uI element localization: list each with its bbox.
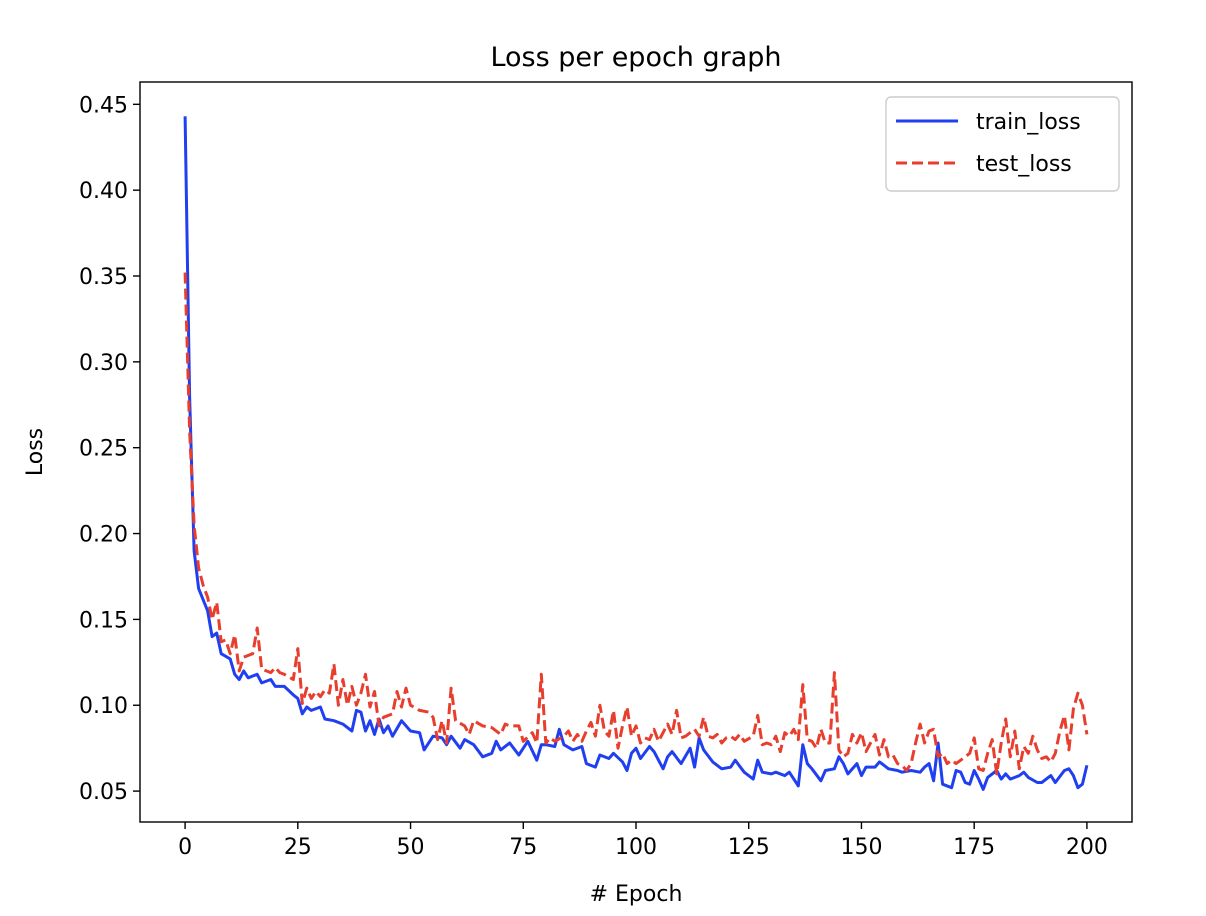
x-tick-label: 175 xyxy=(953,835,995,860)
y-axis-label: Loss xyxy=(23,428,48,476)
series-layer xyxy=(183,116,1089,791)
x-axis-label: # Epoch xyxy=(590,882,683,907)
legend-label-train-loss: train_loss xyxy=(976,110,1081,135)
y-tick-label: 0.35 xyxy=(79,265,128,290)
x-tick-label: 200 xyxy=(1066,835,1108,860)
y-tick-label: 0.05 xyxy=(79,780,128,805)
y-tick-label: 0.20 xyxy=(79,523,128,548)
y-axis-ticks: 0.05 0.10 0.15 0.20 0.25 0.30 0.35 0.40 0.45 xyxy=(79,93,140,805)
y-tick-label: 0.40 xyxy=(79,179,128,204)
series-line-test-loss xyxy=(183,272,1089,776)
chart-title: Loss per epoch graph xyxy=(490,42,781,73)
y-tick-label: 0.10 xyxy=(79,694,128,719)
x-tick-label: 100 xyxy=(615,835,657,860)
legend: train_loss test_loss xyxy=(885,96,1120,192)
x-tick-label: 50 xyxy=(397,835,425,860)
y-tick-label: 0.15 xyxy=(79,608,128,633)
x-tick-label: 25 xyxy=(284,835,312,860)
series-line-train-loss xyxy=(183,116,1089,791)
x-tick-label: 0 xyxy=(178,835,192,860)
x-tick-label: 75 xyxy=(509,835,537,860)
y-tick-label: 0.45 xyxy=(79,93,128,118)
x-tick-label: 150 xyxy=(840,835,882,860)
x-tick-label: 125 xyxy=(728,835,770,860)
y-tick-label: 0.25 xyxy=(79,437,128,462)
legend-label-test-loss: test_loss xyxy=(976,152,1072,177)
x-axis-ticks: 0 25 50 75 100 125 150 175 200 xyxy=(178,822,1108,860)
y-tick-label: 0.30 xyxy=(79,351,128,376)
